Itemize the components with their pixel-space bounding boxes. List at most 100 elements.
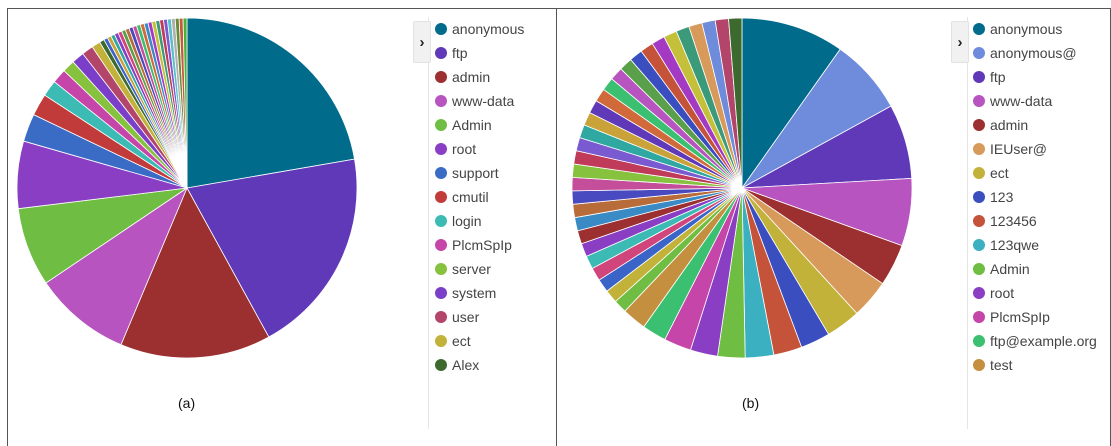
legend-item[interactable]: Admin — [973, 257, 1097, 281]
pie-slice-www-data[interactable] — [45, 186, 188, 346]
legend-label: Admin — [990, 261, 1030, 277]
legend-item[interactable]: 123qwe — [973, 233, 1097, 257]
legend-swatch — [973, 191, 985, 203]
legend-divider-b — [967, 17, 968, 429]
pie-slice-other[interactable] — [182, 17, 188, 189]
legend-label: www-data — [990, 93, 1053, 109]
pie-slice-other[interactable] — [728, 17, 743, 189]
legend-swatch — [435, 143, 447, 155]
legend-label: login — [452, 213, 482, 229]
legend-item[interactable]: ftp — [435, 41, 524, 65]
legend-label: ftp — [452, 45, 468, 61]
legend-label: test — [990, 357, 1013, 373]
legend-swatch — [435, 47, 447, 59]
legend-item[interactable]: www-data — [973, 89, 1097, 113]
legend-label: 123qwe — [990, 237, 1040, 253]
legend-item[interactable]: support — [435, 161, 524, 185]
legend-swatch — [435, 311, 447, 323]
legend-item[interactable]: 123 — [973, 185, 1097, 209]
legend-label: root — [990, 285, 1015, 301]
legend-label: 123456 — [990, 213, 1037, 229]
legend-swatch — [973, 263, 985, 275]
legend-swatch — [973, 287, 985, 299]
legend-label: admin — [990, 117, 1029, 133]
legend-label: support — [452, 165, 499, 181]
legend-item[interactable]: anonymous — [973, 17, 1097, 41]
legend-swatch — [973, 119, 985, 131]
legend-label: user — [452, 309, 480, 325]
legend-item[interactable]: PlcmSpIp — [973, 305, 1097, 329]
legend-item[interactable]: admin — [435, 65, 524, 89]
legend-swatch — [973, 23, 985, 35]
legend-swatch — [435, 95, 447, 107]
legend-item[interactable]: root — [973, 281, 1097, 305]
legend-label: www-data — [452, 93, 515, 109]
legend-item[interactable]: ect — [435, 329, 524, 353]
legend-item[interactable]: login — [435, 209, 524, 233]
legend-swatch — [435, 71, 447, 83]
legend-swatch — [435, 263, 447, 275]
legend-label: ect — [452, 333, 471, 349]
legend-label: cmutil — [452, 189, 489, 205]
legend-swatch — [973, 335, 985, 347]
legend-swatch — [435, 215, 447, 227]
legend-swatch — [435, 119, 447, 131]
legend-item[interactable]: PlcmSpIp — [435, 233, 524, 257]
pie-chart-a — [16, 17, 358, 359]
legend-item[interactable]: test — [973, 353, 1097, 377]
legend-swatch — [973, 143, 985, 155]
legend-item[interactable]: Admin — [435, 113, 524, 137]
legend-label: ftp — [990, 69, 1006, 85]
legend-item[interactable]: admin — [973, 113, 1097, 137]
chart-panel-a: › anonymous ftp admin www-data Admin root supp… — [7, 8, 557, 446]
legend-label: ftp@example.org — [990, 333, 1097, 349]
legend-item[interactable]: ftp — [973, 65, 1097, 89]
legend-divider-a — [428, 17, 429, 429]
legend-item[interactable]: ect — [973, 161, 1097, 185]
pie-chart-b — [571, 17, 913, 359]
chevron-right-icon: › — [957, 33, 963, 51]
legend-item[interactable]: user — [435, 305, 524, 329]
legend-swatch — [435, 335, 447, 347]
pie-slice-ftp[interactable] — [186, 158, 358, 338]
legend-label: system — [452, 285, 497, 301]
pie-slice-anonymous[interactable] — [741, 17, 841, 190]
legend-label: anonymous — [990, 21, 1063, 37]
legend-item[interactable]: server — [435, 257, 524, 281]
legend-b: anonymous anonymous@ ftp www-data admin IEUse… — [973, 17, 1097, 377]
legend-swatch — [435, 239, 447, 251]
legend-swatch — [435, 191, 447, 203]
legend-item[interactable]: cmutil — [435, 185, 524, 209]
legend-item[interactable]: anonymous — [435, 17, 524, 41]
legend-item[interactable]: 123456 — [973, 209, 1097, 233]
legend-swatch — [973, 359, 985, 371]
legend-swatch — [973, 215, 985, 227]
legend-label: ect — [990, 165, 1009, 181]
legend-item[interactable]: Alex — [435, 353, 524, 377]
legend-label: 123 — [990, 189, 1014, 205]
legend-swatch — [435, 23, 447, 35]
legend-swatch — [973, 239, 985, 251]
legend-item[interactable]: www-data — [435, 89, 524, 113]
legend-toggle-button-b[interactable]: › — [951, 21, 969, 63]
legend-item[interactable]: IEUser@ — [973, 137, 1097, 161]
legend-item[interactable]: ftp@example.org — [973, 329, 1097, 353]
pie-slice-anonymous[interactable] — [186, 17, 355, 189]
legend-swatch — [973, 47, 985, 59]
legend-label: Alex — [452, 357, 480, 373]
legend-swatch — [435, 167, 447, 179]
pie-slice-admin[interactable] — [120, 187, 270, 359]
legend-swatch — [973, 311, 985, 323]
legend-item[interactable]: root — [435, 137, 524, 161]
legend-item[interactable]: anonymous@ — [973, 41, 1097, 65]
legend-label: server — [452, 261, 491, 277]
legend-item[interactable]: system — [435, 281, 524, 305]
chart-panel-b: › anonymous anonymous@ ftp www-data admin IEU… — [556, 8, 1111, 446]
chevron-right-icon: › — [419, 33, 425, 51]
legend-toggle-button-a[interactable]: › — [413, 21, 431, 63]
caption-a: (a) — [178, 395, 196, 411]
legend-swatch — [973, 95, 985, 107]
legend-label: Admin — [452, 117, 492, 133]
legend-swatch — [435, 287, 447, 299]
legend-label: IEUser@ — [990, 141, 1047, 157]
